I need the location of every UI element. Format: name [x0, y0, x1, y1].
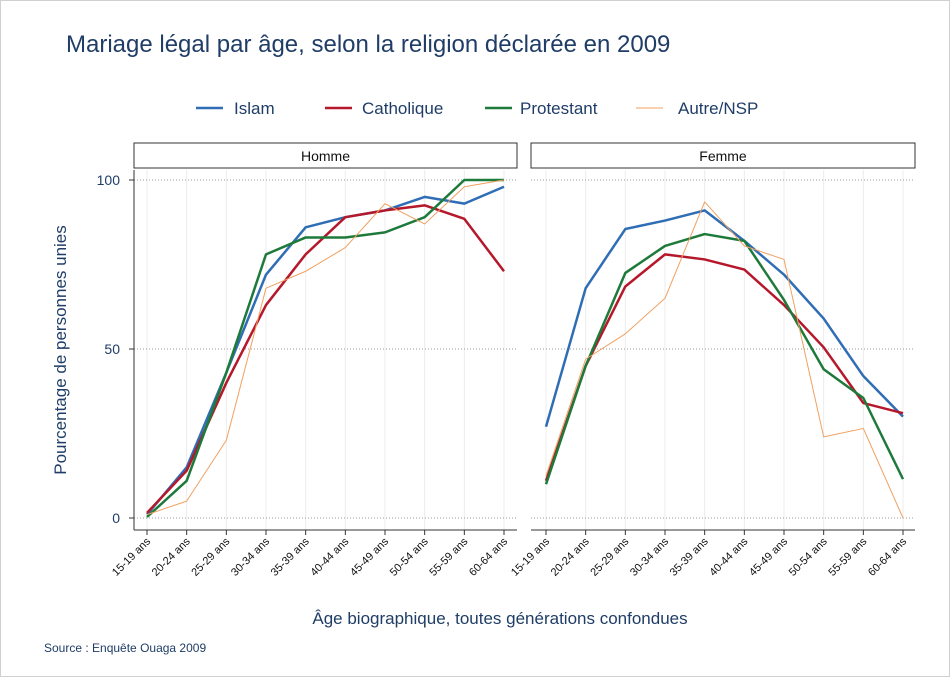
- legend-label: Autre/NSP: [678, 99, 758, 118]
- legend-label: Islam: [234, 99, 275, 118]
- series-line: [544, 253, 904, 482]
- series-line: [146, 178, 504, 518]
- chart-title: Mariage légal par âge, selon la religion…: [66, 31, 670, 58]
- series-line: [544, 209, 904, 428]
- source: Source : Enquête Ouaga 2009: [44, 641, 206, 655]
- x-axis-label: Âge biographique, toutes générations con…: [312, 609, 687, 628]
- series-line: [545, 201, 904, 519]
- y-tick-label: 0: [112, 510, 120, 526]
- legend-label: Catholique: [362, 99, 443, 118]
- panel-title: Femme: [699, 148, 747, 164]
- y-axis-label: Pourcentage de personnes unies: [51, 225, 70, 475]
- series-line: [146, 179, 505, 516]
- y-tick-label: 50: [104, 341, 120, 357]
- panel-title: Homme: [301, 148, 350, 164]
- series-line: [544, 232, 905, 485]
- y-tick-label: 100: [97, 172, 121, 188]
- panel-header: [133, 142, 518, 169]
- legend-label: Protestant: [520, 99, 598, 118]
- panel-header: [530, 142, 916, 169]
